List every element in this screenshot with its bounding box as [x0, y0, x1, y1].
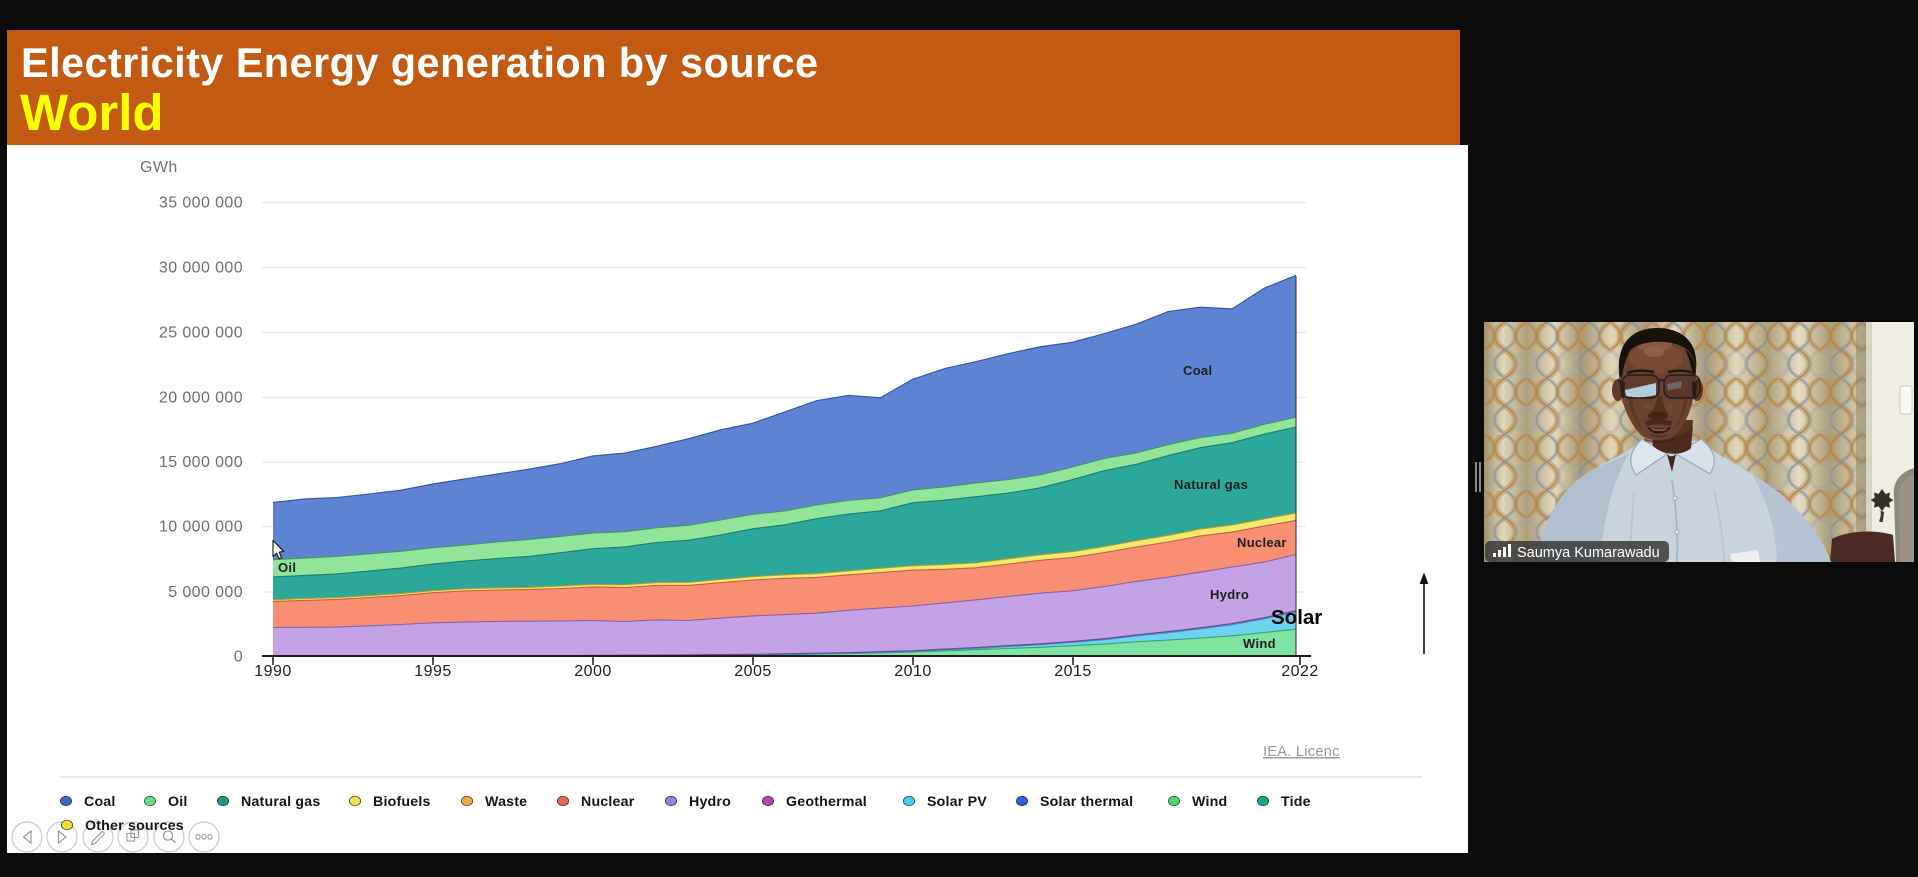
svg-text:2000: 2000: [574, 663, 612, 680]
svg-text:2005: 2005: [734, 663, 772, 680]
svg-text:Nuclear: Nuclear: [1237, 535, 1287, 550]
svg-text:Nuclear: Nuclear: [581, 794, 635, 810]
svg-text:15 000 000: 15 000 000: [159, 454, 243, 471]
svg-text:25 000 000: 25 000 000: [159, 325, 243, 342]
svg-text:Wind: Wind: [1192, 794, 1227, 810]
svg-text:35 000 000: 35 000 000: [159, 195, 243, 212]
svg-text:20 000 000: 20 000 000: [159, 390, 243, 407]
svg-text:Natural gas: Natural gas: [1174, 477, 1248, 492]
svg-text:10 000 000: 10 000 000: [159, 519, 243, 536]
svg-text:Saumya Kumarawadu: Saumya Kumarawadu: [1517, 545, 1660, 561]
svg-text:5 000 000: 5 000 000: [168, 584, 243, 601]
svg-text:1995: 1995: [414, 663, 452, 680]
svg-text:1990: 1990: [254, 663, 292, 680]
svg-text:Solar thermal: Solar thermal: [1040, 794, 1133, 810]
svg-text:Waste: Waste: [485, 794, 527, 810]
svg-text:Hydro: Hydro: [1210, 587, 1249, 602]
svg-text:Biofuels: Biofuels: [373, 794, 431, 810]
svg-text:Coal: Coal: [1183, 363, 1212, 378]
svg-text:Tide: Tide: [1281, 794, 1311, 810]
svg-text:Oil: Oil: [168, 794, 188, 810]
svg-text:30 000 000: 30 000 000: [159, 260, 243, 277]
svg-text:0: 0: [234, 649, 243, 666]
svg-text:2015: 2015: [1054, 663, 1092, 680]
svg-text:Coal: Coal: [84, 794, 116, 810]
svg-text:Solar: Solar: [1271, 606, 1322, 629]
svg-text:2010: 2010: [894, 663, 932, 680]
svg-text:Hydro: Hydro: [689, 794, 731, 810]
svg-text:Oil: Oil: [278, 560, 296, 575]
svg-text:IEA. Licenc: IEA. Licenc: [1263, 744, 1340, 760]
svg-text:2022: 2022: [1281, 663, 1319, 680]
svg-text:GWh: GWh: [140, 159, 178, 176]
svg-text:Solar PV: Solar PV: [927, 794, 987, 810]
svg-text:Geothermal: Geothermal: [786, 794, 867, 810]
svg-text:Wind: Wind: [1243, 636, 1276, 651]
svg-text:Other sources: Other sources: [85, 818, 184, 834]
svg-text:Natural gas: Natural gas: [241, 794, 320, 810]
